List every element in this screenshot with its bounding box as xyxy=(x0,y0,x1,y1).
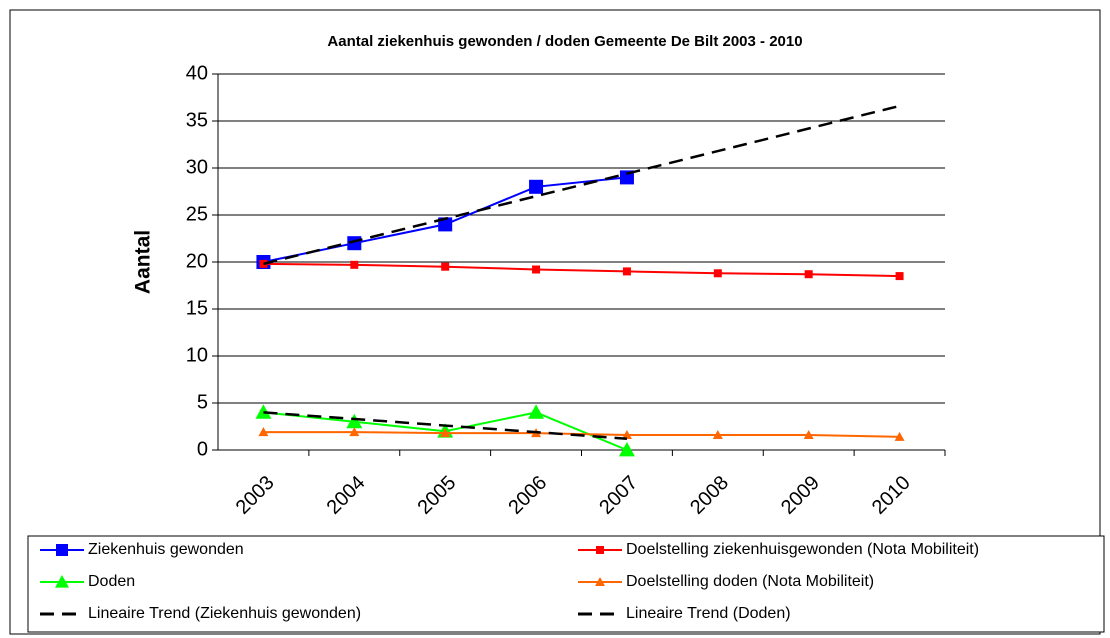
marker xyxy=(712,429,723,439)
legend-marker xyxy=(56,544,68,556)
marker xyxy=(618,442,635,457)
series-line xyxy=(263,262,900,278)
legend-label: Doelstelling ziekenhuisgewonden (Nota Mo… xyxy=(626,541,979,558)
series-line xyxy=(263,431,900,438)
marker xyxy=(621,429,632,439)
y-tick-label: 30 xyxy=(186,156,208,178)
legend-marker xyxy=(595,577,605,586)
marker xyxy=(346,413,363,429)
legend-label: Lineaire Trend (Ziekenhuis gewonden) xyxy=(88,605,361,622)
y-tick-label: 0 xyxy=(197,438,208,460)
legend-box xyxy=(27,535,1105,633)
chart-title: Aantal ziekenhuis gewonden / doden Gemee… xyxy=(327,33,802,50)
marker xyxy=(803,429,814,439)
marker xyxy=(258,427,269,437)
marker xyxy=(529,179,544,194)
legend-marker xyxy=(55,575,69,588)
marker xyxy=(528,404,545,419)
y-tick-label: 15 xyxy=(186,297,208,319)
marker xyxy=(894,431,905,441)
marker xyxy=(895,272,904,281)
chart-border xyxy=(9,9,1101,635)
trend-line xyxy=(263,411,628,440)
legend-marker xyxy=(596,546,604,554)
legend-label: Lineaire Trend (Doden) xyxy=(626,605,791,622)
y-axis-label: Aantal xyxy=(132,230,155,294)
y-tick-label: 40 xyxy=(186,62,208,84)
marker xyxy=(441,262,450,271)
legend-label: Doelstelling doden (Nota Mobiliteit) xyxy=(626,573,874,590)
marker xyxy=(440,428,451,438)
marker xyxy=(255,404,272,419)
legend-label: Doden xyxy=(88,573,135,590)
marker xyxy=(532,265,541,274)
marker xyxy=(713,269,722,278)
y-tick-label: 10 xyxy=(186,344,208,366)
y-tick-label: 20 xyxy=(186,250,208,272)
y-tick-label: 25 xyxy=(186,203,208,225)
marker xyxy=(622,267,631,276)
marker xyxy=(349,427,360,437)
marker xyxy=(804,270,813,279)
marker xyxy=(350,260,359,269)
legend-label: Ziekenhuis gewonden xyxy=(88,541,244,558)
y-tick-label: 5 xyxy=(197,391,208,413)
y-tick-label: 35 xyxy=(186,109,208,131)
